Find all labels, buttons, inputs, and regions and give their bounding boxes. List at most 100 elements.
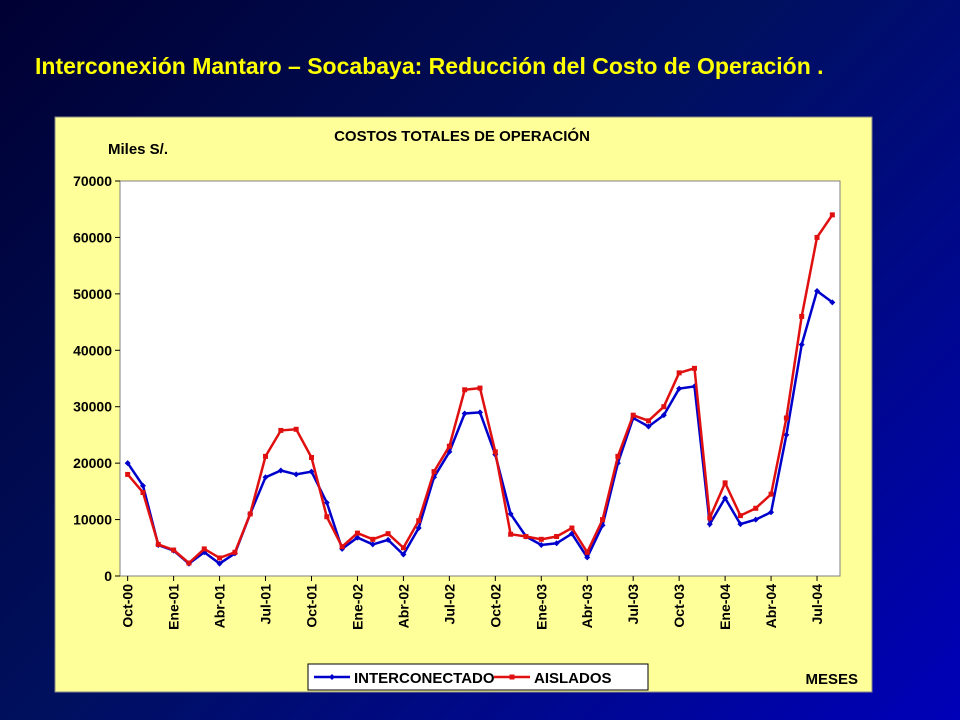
point (569, 525, 575, 531)
y-tick-label: 0 (104, 568, 112, 584)
y-tick-label: 40000 (73, 342, 112, 358)
point (676, 385, 683, 392)
point (446, 443, 452, 449)
point (278, 427, 284, 433)
point (768, 509, 775, 516)
x-tick-label: Oct-01 (303, 584, 319, 628)
point (523, 534, 529, 539)
point (645, 423, 652, 430)
point (216, 560, 223, 567)
point (706, 521, 713, 528)
point (722, 495, 729, 502)
point (676, 370, 682, 376)
point (829, 212, 835, 218)
point (615, 453, 621, 459)
point (798, 341, 805, 348)
point (509, 674, 515, 680)
point (308, 455, 314, 460)
point (385, 536, 392, 543)
point (508, 531, 514, 537)
x-tick-label: Abr-01 (212, 584, 228, 629)
point (308, 468, 315, 475)
point (783, 431, 790, 438)
y-tick-label: 20000 (73, 455, 112, 471)
y-axis-label: Miles S/. (108, 141, 168, 158)
x-tick-label: Oct-02 (487, 584, 503, 628)
point (538, 541, 545, 548)
legend-label: AISLADOS (534, 670, 612, 687)
plot-area (119, 180, 841, 577)
y-tick-label: 10000 (73, 512, 112, 528)
point (201, 546, 207, 552)
point (293, 471, 300, 478)
point (232, 549, 238, 555)
y-tick-label: 60000 (73, 229, 112, 245)
point (753, 505, 759, 511)
x-tick-label: Jul-02 (441, 584, 457, 625)
x-tick-label: Ene-03 (533, 584, 549, 630)
x-tick-label: Abr-04 (763, 584, 779, 629)
point (171, 547, 177, 553)
point (339, 544, 345, 550)
point (737, 513, 743, 519)
y-tick-label: 50000 (73, 286, 112, 302)
point (538, 536, 544, 542)
x-tick-label: Oct-00 (120, 584, 136, 628)
point (737, 521, 744, 528)
point (329, 674, 335, 680)
point (400, 545, 406, 551)
slide-title: Interconexión Mantaro – Socabaya: Reducc… (35, 53, 824, 79)
point (584, 554, 591, 561)
point (124, 460, 131, 467)
x-tick-label: Ene-02 (349, 584, 365, 630)
point (263, 453, 269, 459)
point (722, 480, 728, 486)
x-tick-label: Oct-03 (671, 584, 687, 628)
point (400, 551, 407, 558)
legend-box (307, 663, 649, 691)
x-tick-label: Abr-02 (395, 584, 411, 629)
point (661, 404, 667, 410)
point (293, 426, 299, 432)
point (691, 365, 697, 371)
y-tick-label: 70000 (73, 173, 112, 189)
point (507, 510, 514, 517)
point (247, 511, 253, 517)
point (416, 518, 422, 524)
x-tick-label: Ene-04 (717, 584, 733, 630)
x-axis-label: MESES (805, 671, 858, 688)
x-tick-label: Jul-04 (809, 584, 825, 625)
point (186, 560, 192, 566)
point (752, 516, 759, 523)
point (262, 474, 269, 481)
point (646, 418, 652, 424)
x-tick-label: Jul-03 (625, 584, 641, 625)
point (783, 415, 789, 421)
point (140, 489, 146, 495)
point (553, 540, 560, 547)
point (415, 525, 422, 532)
point (324, 514, 330, 520)
point (354, 534, 361, 541)
point (155, 541, 161, 547)
point (829, 299, 836, 306)
point (600, 517, 606, 523)
point (814, 288, 821, 295)
point (431, 469, 437, 475)
point (125, 471, 131, 477)
point (584, 549, 590, 555)
point (707, 515, 713, 521)
x-tick-label: Jul-01 (258, 584, 274, 625)
point (370, 536, 376, 542)
chart-title: COSTOS TOTALES DE OPERACIÓN (334, 127, 590, 145)
point (139, 482, 146, 489)
point (768, 491, 774, 497)
point (477, 385, 483, 391)
point (660, 412, 667, 419)
point (799, 313, 805, 319)
x-tick-label: Ene-01 (166, 584, 182, 630)
point (323, 499, 330, 506)
point (554, 534, 560, 539)
